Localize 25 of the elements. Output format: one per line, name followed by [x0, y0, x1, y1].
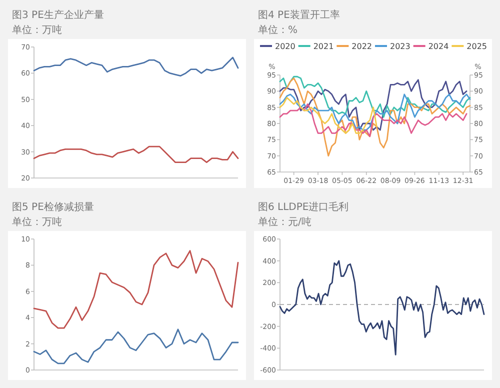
line-series — [279, 103, 468, 138]
line-series — [279, 79, 468, 131]
legend-label: 2022 — [352, 42, 372, 51]
chart-title: 图6 LLDPE进口毛利 — [258, 201, 349, 213]
legend-label: 2023 — [390, 42, 410, 51]
line-series — [279, 260, 485, 356]
chart-title: 图4 PE装置开工率 — [258, 9, 340, 21]
line-series — [279, 94, 471, 131]
line-series — [279, 96, 378, 134]
chart-subtitle: 单位：万吨 — [12, 24, 62, 36]
line-series — [33, 250, 239, 329]
line-series — [279, 76, 471, 118]
line-series — [279, 78, 471, 157]
chart-subtitle: 单位：元/吨 — [258, 216, 312, 228]
line-series — [33, 328, 239, 364]
legend-label: 2021 — [313, 42, 334, 51]
legend-label: 2025 — [466, 42, 488, 51]
chart-title: 图3 PE生产企业产量 — [12, 9, 104, 21]
chart-subtitle: 单位：% — [258, 24, 298, 36]
legend-label: 2020 — [275, 42, 296, 51]
chart-subtitle: 单位：万吨 — [12, 216, 62, 228]
legend-label: 2024 — [428, 42, 449, 51]
chart-title: 图5 PE检修减损量 — [12, 201, 94, 213]
line-series — [33, 56, 239, 77]
line-series — [33, 146, 239, 163]
